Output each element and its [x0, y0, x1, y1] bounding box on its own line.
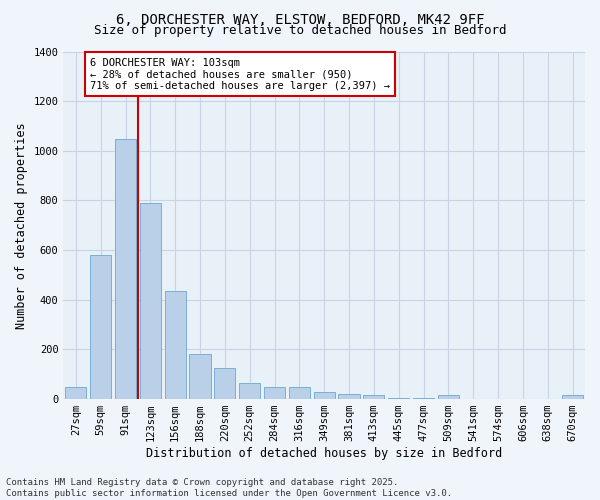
Bar: [164, 291, 186, 399]
Bar: [140, 203, 161, 399]
Bar: [413, 398, 434, 399]
Bar: [338, 394, 359, 399]
Text: Size of property relative to detached houses in Bedford: Size of property relative to detached ho…: [94, 24, 506, 37]
Bar: [438, 396, 459, 399]
Text: Contains HM Land Registry data © Crown copyright and database right 2025.
Contai: Contains HM Land Registry data © Crown c…: [6, 478, 452, 498]
Bar: [190, 354, 211, 399]
Text: 6 DORCHESTER WAY: 103sqm
← 28% of detached houses are smaller (950)
71% of semi-: 6 DORCHESTER WAY: 103sqm ← 28% of detach…: [90, 58, 390, 91]
Text: 6, DORCHESTER WAY, ELSTOW, BEDFORD, MK42 9FF: 6, DORCHESTER WAY, ELSTOW, BEDFORD, MK42…: [116, 12, 484, 26]
Bar: [314, 392, 335, 399]
Bar: [65, 388, 86, 399]
Bar: [115, 139, 136, 399]
Bar: [388, 398, 409, 399]
Bar: [239, 383, 260, 399]
X-axis label: Distribution of detached houses by size in Bedford: Distribution of detached houses by size …: [146, 447, 502, 460]
Y-axis label: Number of detached properties: Number of detached properties: [15, 122, 28, 328]
Bar: [364, 396, 385, 399]
Bar: [264, 386, 285, 399]
Bar: [562, 396, 583, 399]
Bar: [90, 255, 111, 399]
Bar: [289, 388, 310, 399]
Bar: [214, 368, 235, 399]
